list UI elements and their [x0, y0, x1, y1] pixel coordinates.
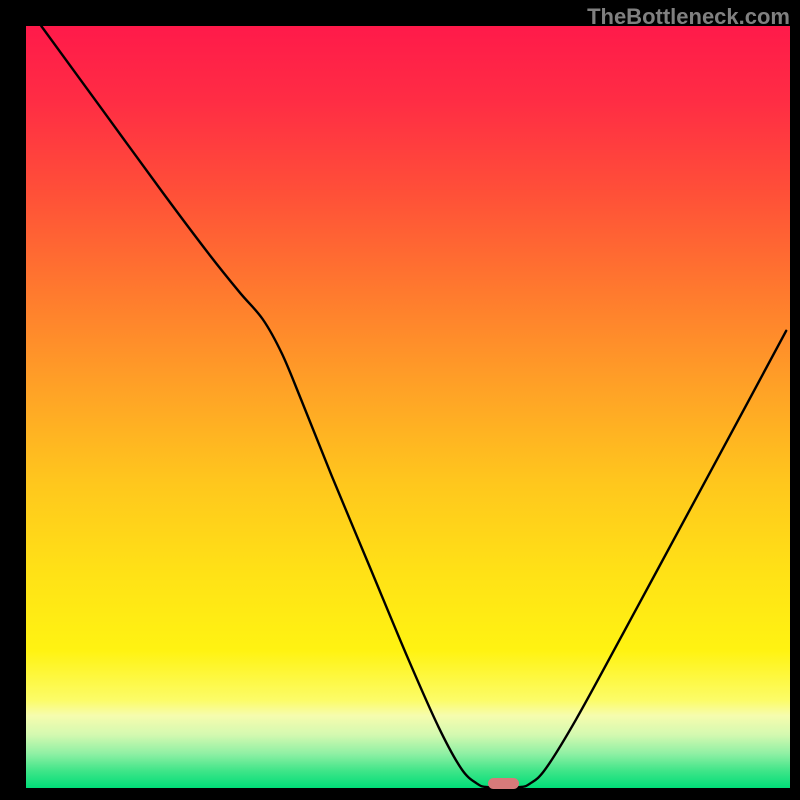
watermark-text: TheBottleneck.com [587, 4, 790, 30]
curve-path [41, 26, 786, 788]
optimal-marker [488, 778, 519, 789]
chart-container: TheBottleneck.com [0, 0, 800, 800]
bottleneck-curve [26, 26, 790, 788]
plot-area [26, 26, 790, 788]
